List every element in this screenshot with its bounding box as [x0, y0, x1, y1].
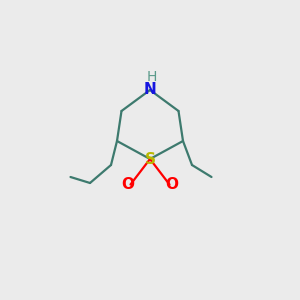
- Text: H: H: [146, 70, 157, 84]
- Text: O: O: [122, 177, 135, 192]
- Text: S: S: [145, 152, 155, 166]
- Text: O: O: [165, 177, 178, 192]
- Text: N: N: [144, 82, 156, 98]
